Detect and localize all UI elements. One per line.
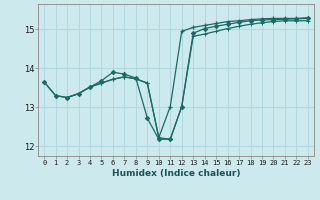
X-axis label: Humidex (Indice chaleur): Humidex (Indice chaleur)	[112, 169, 240, 178]
